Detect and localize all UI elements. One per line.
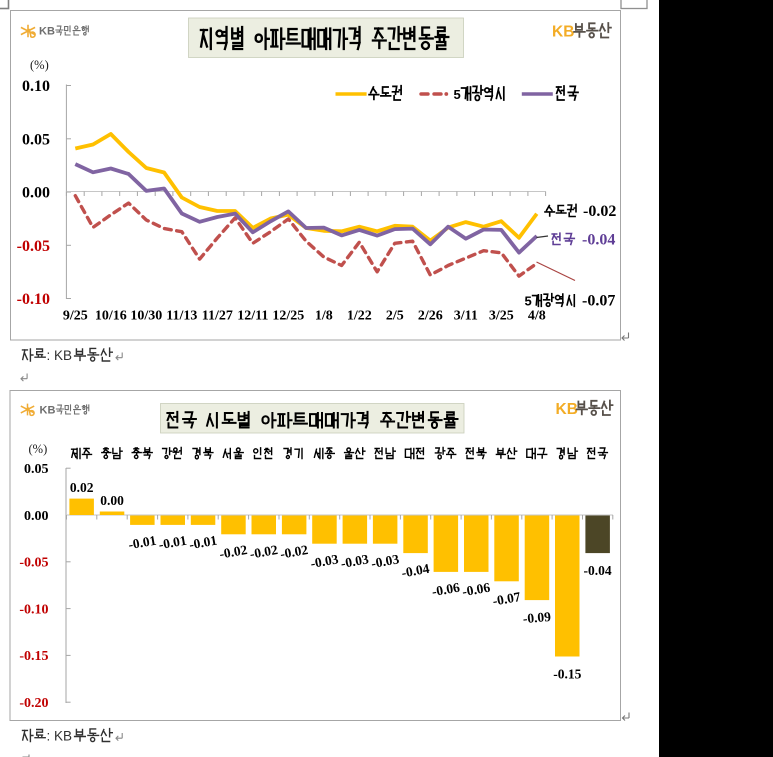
svg-text:3/25: 3/25 xyxy=(489,309,514,324)
svg-text:KB: KB xyxy=(39,26,55,38)
svg-text:-0.05: -0.05 xyxy=(19,556,48,571)
svg-text:-0.07: -0.07 xyxy=(582,293,615,310)
svg-text:0.00: 0.00 xyxy=(24,509,49,524)
svg-text:-0.02: -0.02 xyxy=(249,542,280,562)
svg-text:0.02: 0.02 xyxy=(70,480,94,495)
svg-text:-0.03: -0.03 xyxy=(370,551,401,571)
svg-text:12/25: 12/25 xyxy=(272,309,304,324)
svg-text:0.05: 0.05 xyxy=(22,131,50,148)
svg-text:12/11: 12/11 xyxy=(237,309,268,324)
svg-text:-0.10: -0.10 xyxy=(19,602,48,617)
svg-text:-0.01: -0.01 xyxy=(127,533,158,553)
svg-text:(%): (%) xyxy=(30,58,49,72)
svg-text:-0.04: -0.04 xyxy=(400,561,431,581)
svg-text:5: 5 xyxy=(525,294,532,309)
svg-text:-0.10: -0.10 xyxy=(17,291,50,308)
svg-text:-0.15: -0.15 xyxy=(19,649,48,664)
svg-text:-0.06: -0.06 xyxy=(461,580,492,600)
svg-text:2/26: 2/26 xyxy=(418,309,443,324)
svg-text:10/30: 10/30 xyxy=(130,309,162,324)
svg-text:-0.03: -0.03 xyxy=(309,551,340,571)
svg-text:0.00: 0.00 xyxy=(22,185,50,202)
svg-text:4/8: 4/8 xyxy=(528,309,546,324)
svg-text:KB: KB xyxy=(40,405,56,417)
svg-text:9/25: 9/25 xyxy=(63,309,88,324)
svg-text:0.00: 0.00 xyxy=(100,493,124,508)
svg-text:-0.01: -0.01 xyxy=(188,533,219,553)
svg-text:-0.04: -0.04 xyxy=(582,232,615,249)
svg-text:-0.09: -0.09 xyxy=(522,609,552,626)
svg-text:-0.20: -0.20 xyxy=(19,696,48,711)
svg-text:1/22: 1/22 xyxy=(347,309,372,324)
svg-text:-0.02: -0.02 xyxy=(279,542,310,562)
svg-text:(%): (%) xyxy=(29,442,48,456)
svg-text:-0.01: -0.01 xyxy=(157,533,188,553)
svg-text:5: 5 xyxy=(454,87,461,102)
svg-text:3/11: 3/11 xyxy=(454,309,478,324)
svg-text:KB: KB xyxy=(552,24,574,41)
svg-text:KB: KB xyxy=(556,401,578,418)
svg-text:11/27: 11/27 xyxy=(202,309,233,324)
svg-text:1/8: 1/8 xyxy=(315,309,333,324)
svg-text:: KB: : KB xyxy=(47,348,73,363)
svg-text:-0.06: -0.06 xyxy=(431,580,462,600)
svg-text:-0.02: -0.02 xyxy=(218,542,249,562)
svg-text:-0.04: -0.04 xyxy=(584,563,612,578)
svg-text:-0.02: -0.02 xyxy=(583,203,616,220)
svg-text:: KB: : KB xyxy=(47,729,73,744)
svg-text:0.10: 0.10 xyxy=(22,78,50,95)
svg-text:0.05: 0.05 xyxy=(24,462,49,477)
svg-text:-0.15: -0.15 xyxy=(553,667,581,682)
svg-text:2/5: 2/5 xyxy=(386,309,404,324)
svg-text:-0.05: -0.05 xyxy=(17,238,50,255)
svg-text:10/16: 10/16 xyxy=(95,309,127,324)
svg-text:-0.07: -0.07 xyxy=(491,589,522,609)
svg-text:11/13: 11/13 xyxy=(166,309,197,324)
svg-text:-0.03: -0.03 xyxy=(340,551,371,571)
